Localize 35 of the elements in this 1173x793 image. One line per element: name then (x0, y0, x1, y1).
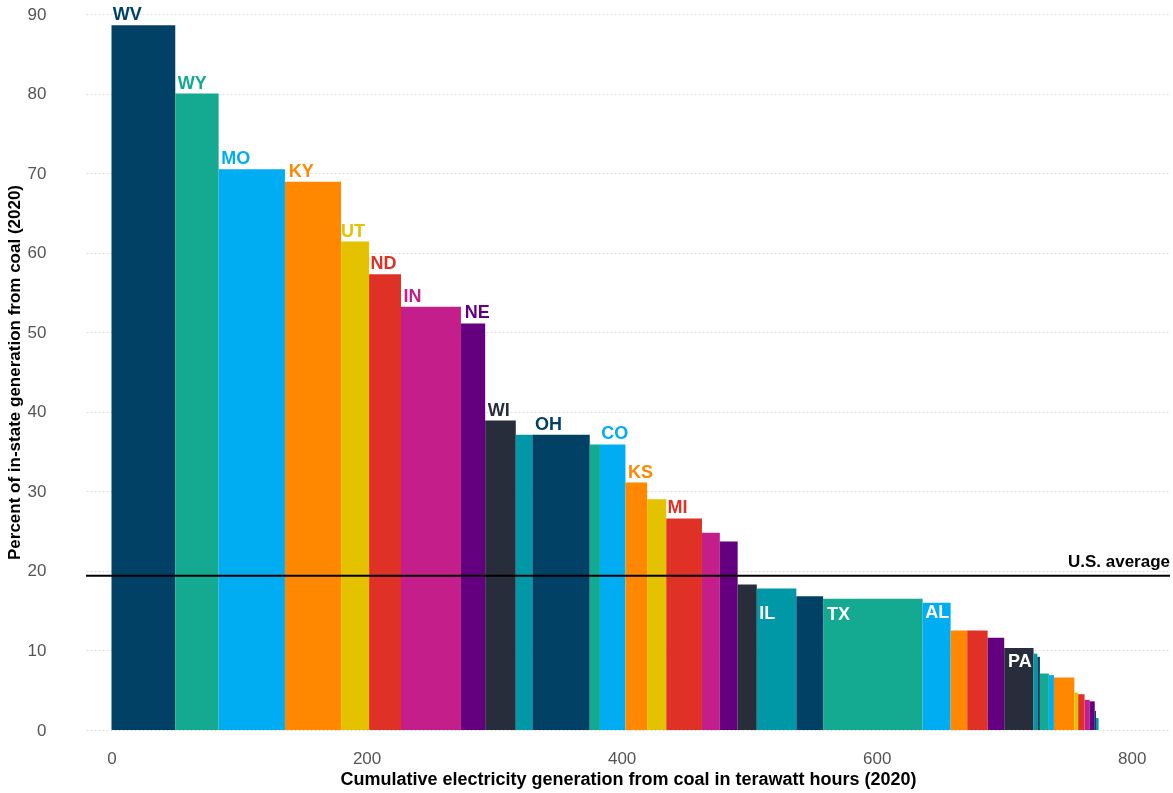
x-axis-title: Cumulative electricity generation from coal in terawatt hours (2020) (340, 768, 917, 789)
annotation: WY (177, 72, 207, 93)
y-tick-label: 20 (27, 561, 47, 581)
y-tick-label: 40 (27, 402, 47, 422)
y-tick-label: 30 (27, 481, 47, 501)
x-tick-label: 800 (1118, 748, 1147, 768)
x-tick-label: 600 (862, 748, 892, 768)
y-axis-title: Percent of in-state generation from coal (2020) (4, 184, 24, 561)
annotation: MI (667, 497, 688, 518)
x-tick-label: 0 (107, 748, 117, 768)
annotation: KY (288, 160, 314, 181)
y-tick-label: 50 (27, 322, 47, 342)
annotation: OH (534, 413, 562, 434)
annotation: WV (112, 4, 142, 25)
annotation: MO (221, 148, 251, 169)
annotation: IL (759, 602, 776, 623)
annotation: WI (487, 399, 510, 420)
annotation: ND (370, 253, 397, 274)
annotation: AL (925, 602, 950, 623)
x-tick-label: 400 (607, 748, 637, 768)
y-tick-label: 0 (37, 720, 47, 740)
annotation: KS (628, 461, 654, 482)
y-tick-label: 10 (27, 640, 47, 660)
y-tick-label: 80 (27, 84, 47, 104)
y-tick-label: 90 (27, 4, 47, 24)
annotation: UT (341, 220, 366, 241)
annotation: IN (403, 285, 422, 306)
annotation: PA (1008, 650, 1032, 671)
y-tick-label: 70 (27, 163, 47, 183)
annotation: NE (464, 302, 490, 323)
x-tick-label: 200 (352, 748, 382, 768)
annotation: TX (826, 603, 850, 624)
annotation: CO (601, 423, 629, 444)
y-tick-label: 60 (27, 243, 47, 263)
ref-line-label: U.S. average (1067, 551, 1170, 571)
